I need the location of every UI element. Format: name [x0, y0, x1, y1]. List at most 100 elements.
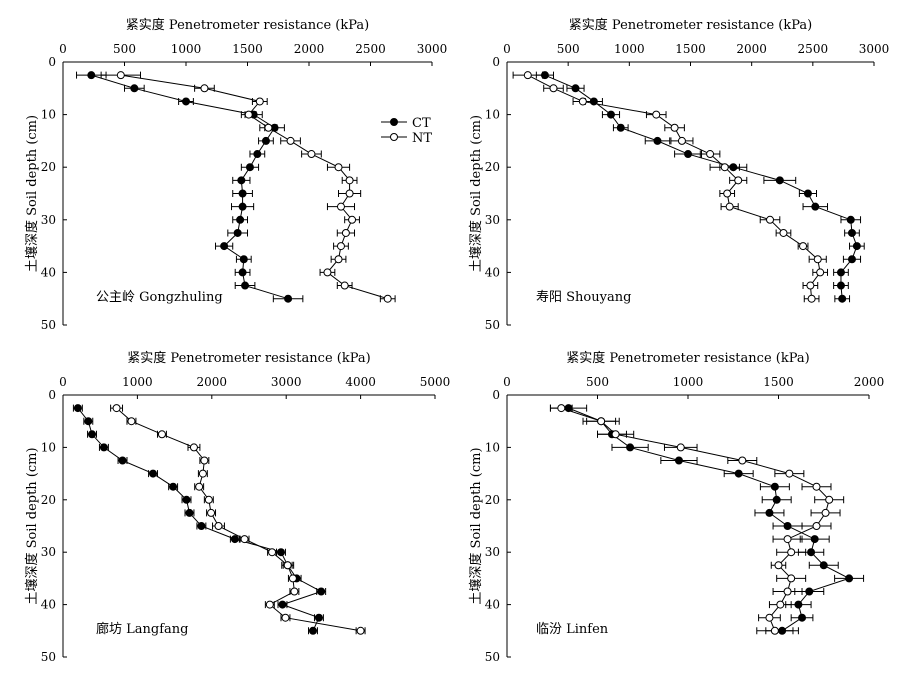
x-tick-label: 3000 — [859, 42, 890, 56]
y-tick-label: 0 — [492, 55, 500, 69]
x-tick-label: 0 — [59, 42, 67, 56]
data-point-ct — [314, 613, 323, 622]
data-point-nt — [288, 574, 297, 583]
data-point-ct — [783, 522, 792, 530]
data-point-ct — [626, 443, 635, 452]
data-point-nt — [214, 522, 223, 530]
y-tick-label: 0 — [48, 388, 56, 402]
y-tick-label: 40 — [41, 598, 56, 612]
y-tick-label: 50 — [41, 318, 56, 332]
x-axis-title: 紧实度 Penetrometer resistance (kPa) — [126, 17, 369, 33]
data-point-nt — [723, 189, 732, 198]
x-axis-title: 紧实度 Penetrometer resistance (kPa) — [569, 17, 812, 33]
data-point-nt — [774, 561, 783, 570]
x-tick-label: 4000 — [345, 375, 376, 389]
series-ct — [72, 404, 327, 635]
data-point-ct — [770, 482, 779, 491]
y-tick-label: 10 — [485, 440, 500, 454]
x-tick-label: 2000 — [294, 42, 325, 56]
x-tick-label: 2500 — [355, 42, 386, 56]
data-point-nt — [348, 215, 357, 224]
data-point-nt — [738, 456, 747, 465]
data-point-ct — [233, 228, 242, 237]
series-nt — [110, 404, 366, 635]
x-tick-label: 0 — [59, 375, 67, 389]
y-tick-label: 0 — [48, 55, 56, 69]
x-tick-label: 1000 — [673, 375, 704, 389]
data-point-nt — [549, 84, 558, 93]
series-line-ct — [544, 74, 858, 299]
y-tick-label: 40 — [41, 265, 56, 279]
data-point-ct — [846, 215, 855, 224]
data-point-ct — [276, 548, 285, 557]
data-point-ct — [182, 97, 190, 106]
y-tick-label: 30 — [485, 545, 500, 559]
data-point-ct — [803, 189, 812, 198]
data-point-nt — [806, 281, 815, 290]
data-point-ct — [765, 508, 774, 517]
data-point-ct — [182, 495, 191, 504]
y-axis-title: 土壤深度 Soil depth (cm) — [24, 115, 40, 272]
data-point-nt — [597, 417, 606, 426]
x-tick-label: 1500 — [232, 42, 263, 56]
data-point-nt — [770, 626, 779, 635]
data-point-ct — [811, 202, 820, 211]
data-point-nt — [677, 136, 686, 145]
data-point-ct — [88, 430, 97, 439]
data-point-nt — [825, 495, 834, 504]
series-line-nt — [527, 74, 821, 299]
data-point-nt — [776, 600, 785, 609]
data-point-ct — [284, 294, 293, 303]
data-point-nt — [345, 176, 354, 185]
data-point-nt — [207, 508, 216, 517]
x-axis-title: 紧实度 Penetrometer resistance (kPa) — [127, 350, 370, 366]
data-point-nt — [676, 443, 685, 452]
data-point-nt — [652, 110, 661, 119]
data-point-ct — [836, 268, 845, 277]
data-point-ct — [606, 110, 615, 119]
data-point-nt — [290, 587, 299, 596]
data-point-nt — [578, 97, 587, 106]
data-point-ct — [278, 600, 287, 609]
data-point-nt — [356, 626, 365, 635]
data-point-ct — [807, 548, 816, 557]
y-tick-label: 20 — [485, 160, 500, 174]
data-point-ct — [836, 281, 845, 290]
data-point-nt — [807, 294, 816, 303]
data-point-ct — [308, 626, 317, 635]
data-point-nt — [240, 535, 249, 544]
data-point-ct — [847, 255, 856, 264]
series-ct — [549, 404, 865, 635]
data-point-ct — [245, 163, 254, 172]
data-point-ct — [805, 587, 814, 596]
data-point-ct — [73, 404, 82, 413]
data-point-nt — [265, 600, 274, 609]
panel-langfang: 0 1000 2000 3000 4000 5000 0 10 20 30 40 50 紧实度 Pene… — [24, 350, 450, 664]
series-line-nt — [120, 74, 388, 300]
data-point-ct — [794, 600, 803, 609]
legend-marker-ct — [390, 118, 398, 126]
data-point-ct — [317, 587, 326, 596]
data-point-nt — [340, 281, 349, 290]
data-point-nt — [670, 123, 679, 132]
data-point-nt — [765, 613, 774, 622]
x-tick-label: 2000 — [736, 42, 767, 56]
data-point-nt — [116, 71, 125, 80]
data-point-nt — [706, 150, 715, 159]
x-tick-label: 500 — [557, 42, 580, 56]
data-point-nt — [611, 430, 620, 439]
data-point-nt — [785, 469, 794, 478]
data-point-nt — [383, 294, 392, 303]
data-point-nt — [112, 404, 121, 413]
data-point-ct — [819, 561, 828, 570]
y-tick-label: 40 — [485, 265, 500, 279]
data-point-nt — [334, 255, 343, 264]
x-tick-label: 500 — [586, 375, 609, 389]
data-point-nt — [783, 535, 792, 544]
site-label: 廊坊 Langfang — [96, 621, 188, 637]
data-point-nt — [198, 469, 207, 478]
data-point-ct — [734, 469, 743, 478]
data-point-nt — [812, 522, 821, 530]
data-point-nt — [323, 268, 332, 277]
data-point-nt — [157, 430, 166, 439]
